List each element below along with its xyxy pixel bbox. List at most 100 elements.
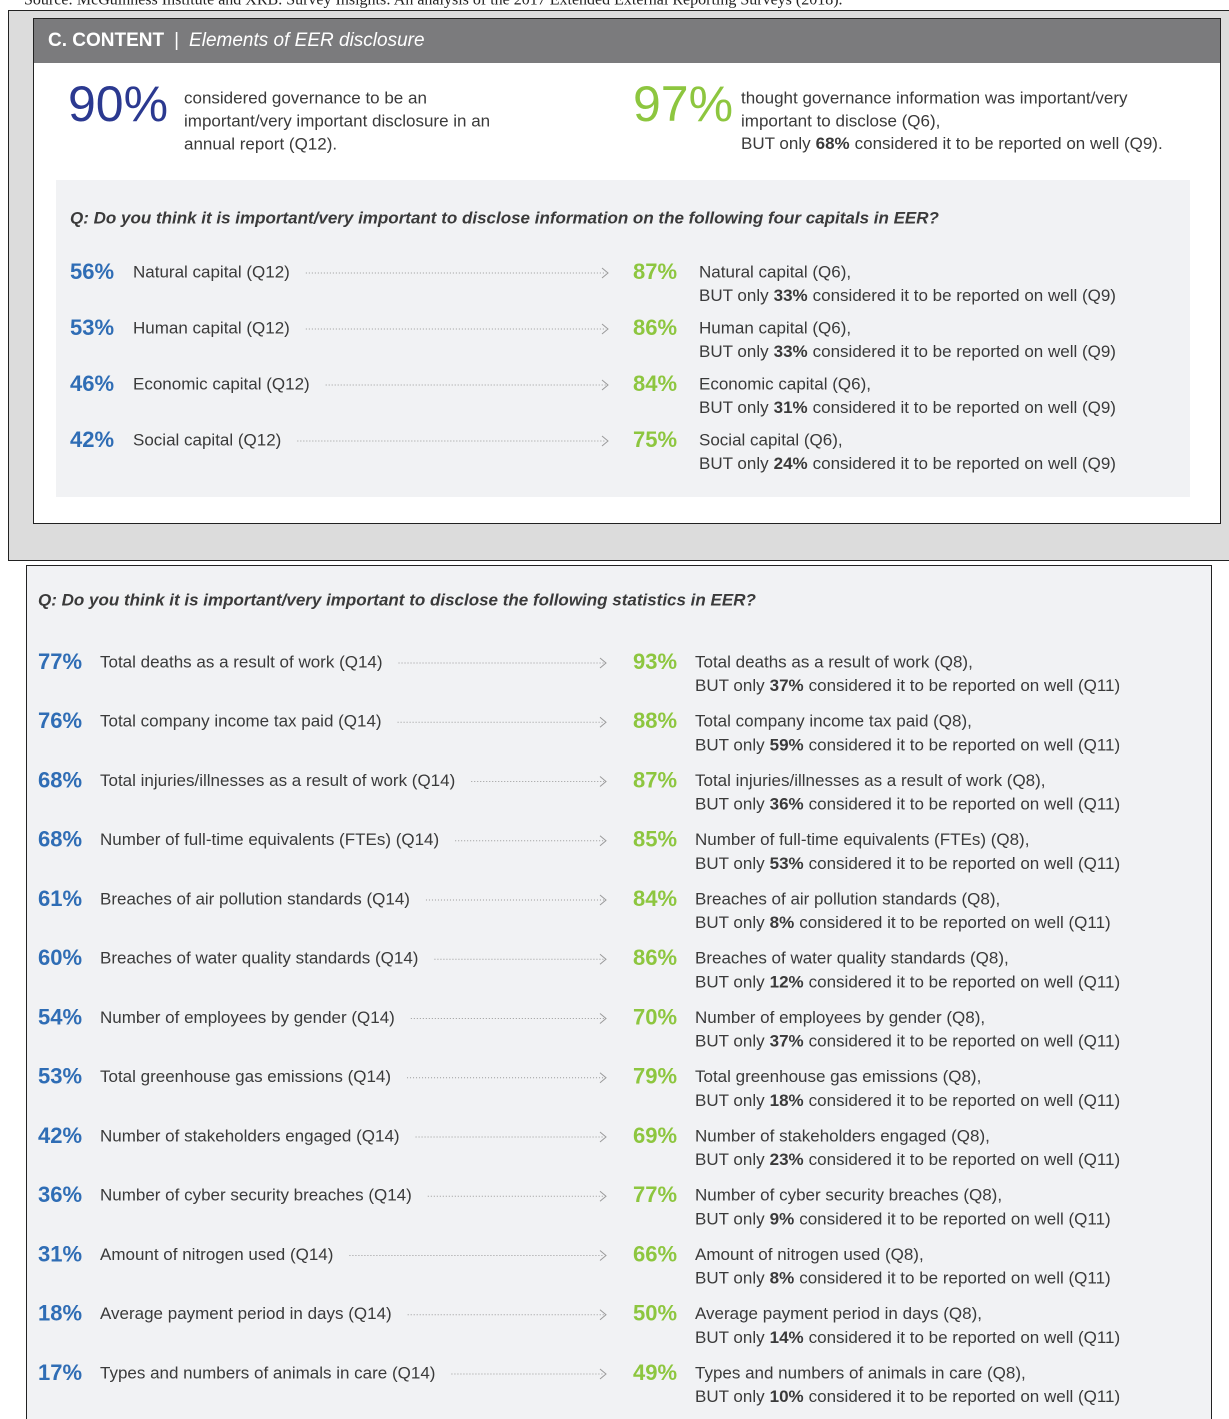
left-label: Social capital (Q12) xyxy=(133,430,281,449)
right-label: Number of cyber security breaches (Q8), xyxy=(695,1186,1002,1205)
arrow-head xyxy=(599,835,607,847)
but-prefix: BUT only xyxy=(695,1091,765,1110)
right-value: 84% xyxy=(633,371,677,396)
right-value: 66% xyxy=(633,1241,677,1266)
left-label: Total company income tax paid (Q14) xyxy=(100,712,382,731)
but-value: 68% xyxy=(816,134,850,153)
left-label: Number of full-time equivalents (FTEs) (… xyxy=(100,830,439,849)
but-suffix: considered it to be reported on well (Q9… xyxy=(855,134,1163,153)
but-prefix: BUT only xyxy=(695,736,765,755)
right-but: BUT only 59% considered it to be reported … xyxy=(695,736,1120,755)
left-value: 42% xyxy=(38,1123,82,1148)
arrow-head xyxy=(599,657,607,669)
left-value: 56% xyxy=(70,259,114,284)
right-but: BUT only 12% considered it to be reported … xyxy=(695,973,1120,992)
left-value: 76% xyxy=(38,708,82,733)
left-label: Types and numbers of animals in care (Q1… xyxy=(100,1363,435,1382)
arrow-head xyxy=(599,1072,607,1084)
but-value: 14% xyxy=(770,1328,804,1347)
left-value: 68% xyxy=(38,827,82,852)
highlight-but: BUT only 68% considered it to be reported … xyxy=(741,134,1163,153)
header-code: C. CONTENT xyxy=(48,30,165,51)
left-label: Number of employees by gender (Q14) xyxy=(100,1008,395,1027)
right-but: BUT only 53% considered it to be reported … xyxy=(695,854,1120,873)
right-label: Total greenhouse gas emissions (Q8), xyxy=(695,1067,981,1086)
right-value: 49% xyxy=(633,1360,677,1385)
arrow-head xyxy=(599,776,607,787)
left-value: 68% xyxy=(38,767,82,792)
header-title: Elements of EER disclosure xyxy=(189,30,425,51)
left-label: Human capital (Q12) xyxy=(133,318,290,337)
but-value: 18% xyxy=(770,1091,804,1110)
arrow-head xyxy=(599,1368,607,1380)
question: Q: Do you think it is important/very imp… xyxy=(38,590,756,609)
source-note: Source: McGuinness Institute and XRB. Su… xyxy=(24,0,843,9)
right-label: Total company income tax paid (Q8), xyxy=(695,712,972,731)
but-suffix: considered it to be reported on well (Q1… xyxy=(809,1328,1121,1347)
right-value: 70% xyxy=(633,1004,677,1029)
left-value: 60% xyxy=(38,945,82,970)
but-value: 10% xyxy=(770,1387,804,1406)
arrow-head xyxy=(601,379,609,391)
right-value: 69% xyxy=(633,1123,677,1148)
header-text: C. CONTENT | Elements of EER disclosure xyxy=(48,30,425,51)
left-value: 42% xyxy=(70,427,114,452)
left-label: Amount of nitrogen used (Q14) xyxy=(100,1245,333,1264)
right-but: BUT only 8% considered it to be reported o… xyxy=(695,1269,1111,1288)
highlight-value: 97% xyxy=(633,76,733,132)
but-prefix: BUT only xyxy=(695,1032,765,1051)
right-label: Breaches of water quality standards (Q8)… xyxy=(695,949,1009,968)
but-value: 37% xyxy=(770,676,804,695)
but-suffix: considered it to be reported on well (Q1… xyxy=(809,1032,1121,1051)
left-value: 31% xyxy=(38,1241,82,1266)
but-suffix: considered it to be reported on well (Q1… xyxy=(809,676,1121,695)
right-value: 79% xyxy=(633,1064,677,1089)
but-suffix: considered it to be reported on well (Q9… xyxy=(813,286,1116,305)
but-suffix: considered it to be reported on well (Q1… xyxy=(809,1387,1121,1406)
highlight-value: 90% xyxy=(68,76,168,132)
but-suffix: considered it to be reported on well (Q1… xyxy=(809,973,1121,992)
but-value: 8% xyxy=(770,1269,795,1288)
but-prefix: BUT only xyxy=(699,398,769,417)
highlight-text: thought governance information was impor… xyxy=(741,88,1128,107)
highlight-text: important/very important disclosure in a… xyxy=(184,111,490,130)
but-value: 12% xyxy=(770,973,804,992)
left-label: Breaches of air pollution standards (Q14… xyxy=(100,889,410,908)
right-label: Total injuries/illnesses as a result of … xyxy=(695,771,1046,790)
right-label: Number of employees by gender (Q8), xyxy=(695,1008,985,1027)
arrow-head xyxy=(601,435,609,447)
arrow-head xyxy=(599,716,607,728)
but-suffix: considered it to be reported on well (Q9… xyxy=(813,398,1116,417)
left-label: Natural capital (Q12) xyxy=(133,262,290,281)
section1-question-box xyxy=(56,180,1190,497)
right-but: BUT only 14% considered it to be reported … xyxy=(695,1328,1120,1347)
right-but: BUT only 18% considered it to be reported … xyxy=(695,1091,1120,1110)
but-suffix: considered it to be reported on well (Q1… xyxy=(799,1269,1111,1288)
but-prefix: BUT only xyxy=(695,1150,765,1169)
but-prefix: BUT only xyxy=(699,286,769,305)
right-value: 86% xyxy=(633,945,677,970)
but-prefix: BUT only xyxy=(741,134,811,153)
right-label: Number of full-time equivalents (FTEs) (… xyxy=(695,830,1029,849)
left-value: 61% xyxy=(38,886,82,911)
but-value: 53% xyxy=(770,854,804,873)
but-value: 24% xyxy=(774,454,808,473)
highlight-text: important to disclose (Q6), xyxy=(741,111,940,130)
but-value: 23% xyxy=(770,1150,804,1169)
but-prefix: BUT only xyxy=(695,676,765,695)
but-prefix: BUT only xyxy=(695,854,765,873)
left-label: Average payment period in days (Q14) xyxy=(100,1304,392,1323)
but-suffix: considered it to be reported on well (Q1… xyxy=(809,736,1121,755)
right-label: Total deaths as a result of work (Q8), xyxy=(695,652,973,671)
but-prefix: BUT only xyxy=(695,1387,765,1406)
right-value: 77% xyxy=(633,1182,677,1207)
right-but: BUT only 36% considered it to be reported … xyxy=(695,795,1120,814)
left-value: 54% xyxy=(38,1004,82,1029)
right-value: 85% xyxy=(633,827,677,852)
but-value: 31% xyxy=(774,398,808,417)
right-label: Economic capital (Q6), xyxy=(699,374,871,393)
but-suffix: considered it to be reported on well (Q1… xyxy=(809,795,1121,814)
left-label: Number of stakeholders engaged (Q14) xyxy=(100,1126,400,1145)
